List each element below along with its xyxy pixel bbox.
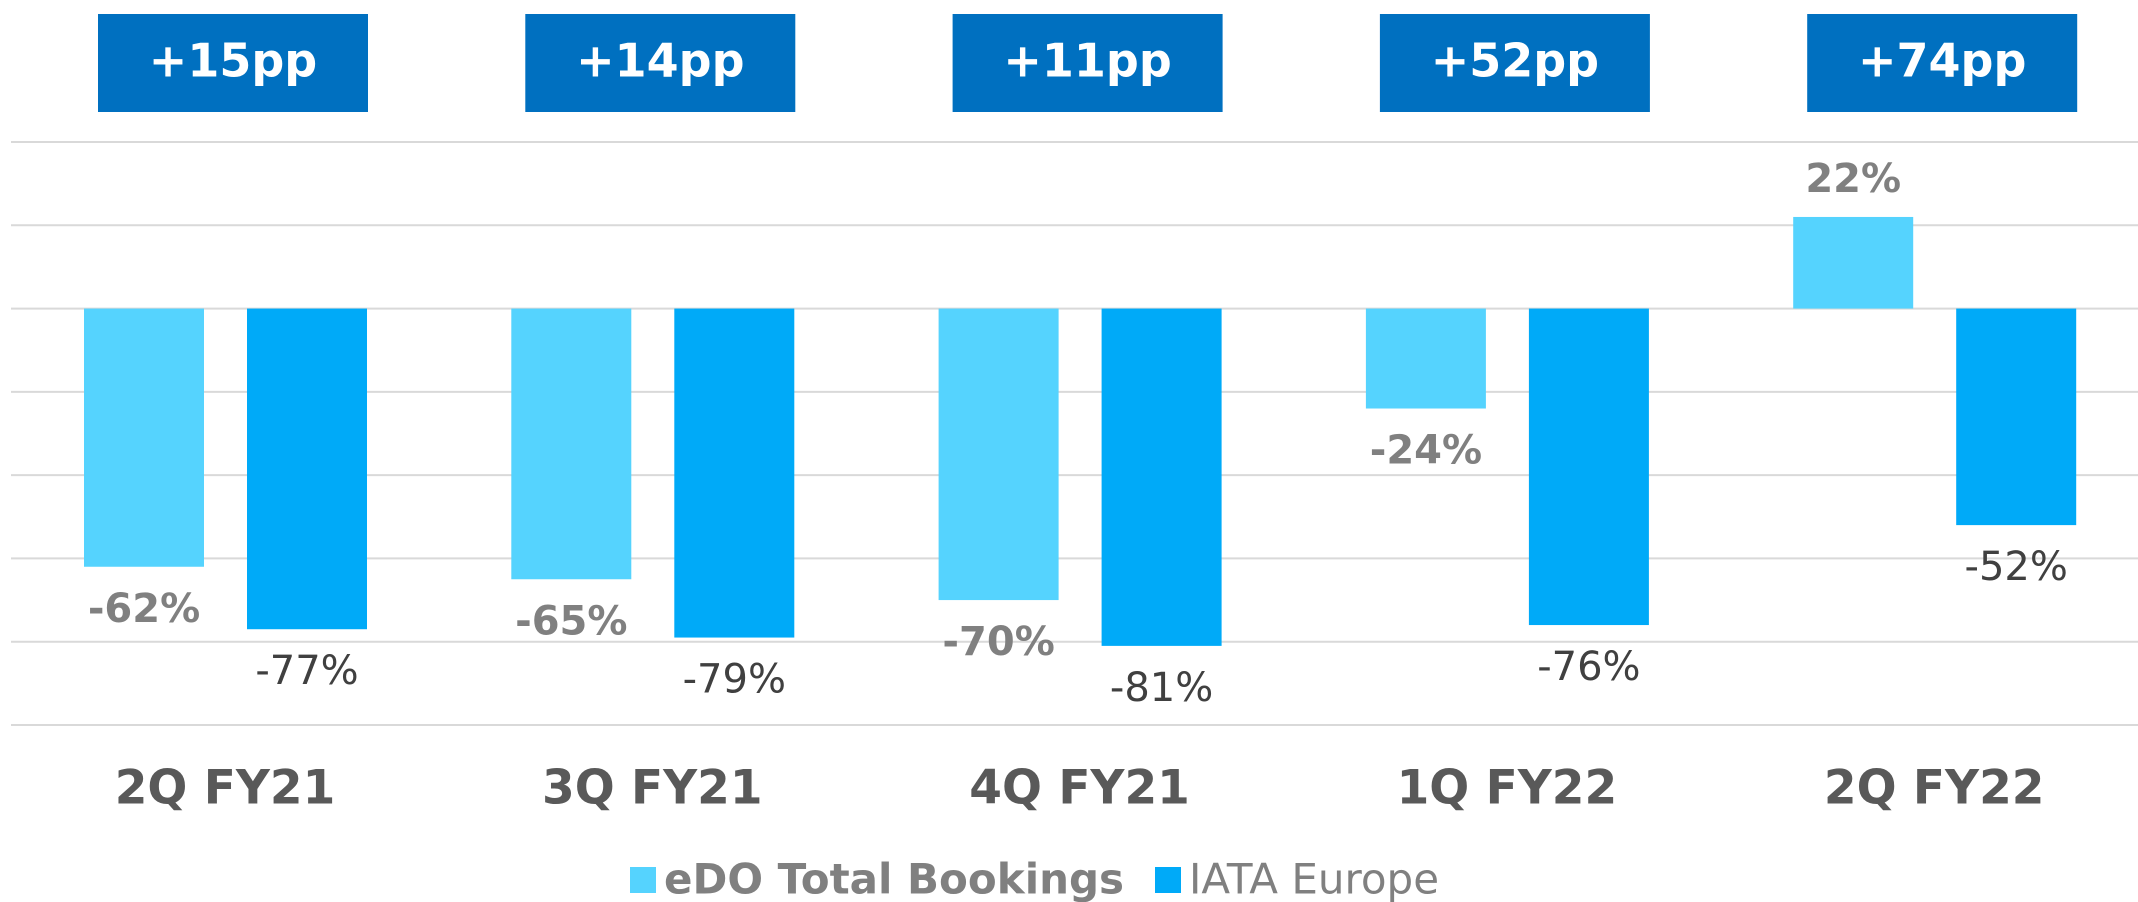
annotation: +74pp (1858, 34, 2026, 88)
annotation-box (1379, 14, 1650, 112)
data-label: -70% (942, 619, 1054, 665)
annotation: +14pp (576, 34, 744, 88)
data-label: -62% (88, 586, 200, 632)
x-tick-label: 1Q FY22 (1397, 761, 1618, 816)
annotation: +11pp (1003, 34, 1171, 88)
bar (1793, 216, 1914, 309)
data-label: -76% (1537, 644, 1640, 690)
bar (1956, 308, 2077, 526)
x-tick-label: 2Q FY22 (1824, 761, 2045, 816)
bar (1101, 308, 1222, 646)
annotation-box (952, 14, 1223, 112)
data-label: -79% (683, 657, 786, 703)
annotation-box (525, 14, 796, 112)
annotation: +15pp (149, 34, 317, 88)
bar (247, 308, 367, 630)
bar (674, 308, 795, 638)
x-tick-label: 3Q FY21 (542, 761, 763, 816)
annotation-box (1807, 14, 2078, 112)
data-label: 22% (1805, 156, 1901, 202)
annotation: +52pp (1431, 34, 1599, 88)
legend-label: eDO Total Bookings (664, 855, 1124, 902)
legend-swatch (630, 867, 656, 893)
bar (511, 308, 632, 580)
annotation-box (98, 14, 368, 112)
data-label: -24% (1370, 428, 1482, 474)
x-tick-label: 4Q FY21 (969, 761, 1190, 816)
data-label: -81% (1110, 665, 1213, 711)
bar (1365, 308, 1486, 409)
legend-label: IATA Europe (1189, 855, 1439, 902)
bar (938, 308, 1059, 601)
x-tick-label: 2Q FY21 (115, 761, 336, 816)
data-label: -52% (1965, 544, 2068, 590)
legend-swatch (1155, 867, 1181, 893)
bar (84, 308, 204, 567)
data-label: -65% (515, 598, 627, 644)
bar (1528, 308, 1649, 626)
data-label: -77% (255, 648, 358, 694)
